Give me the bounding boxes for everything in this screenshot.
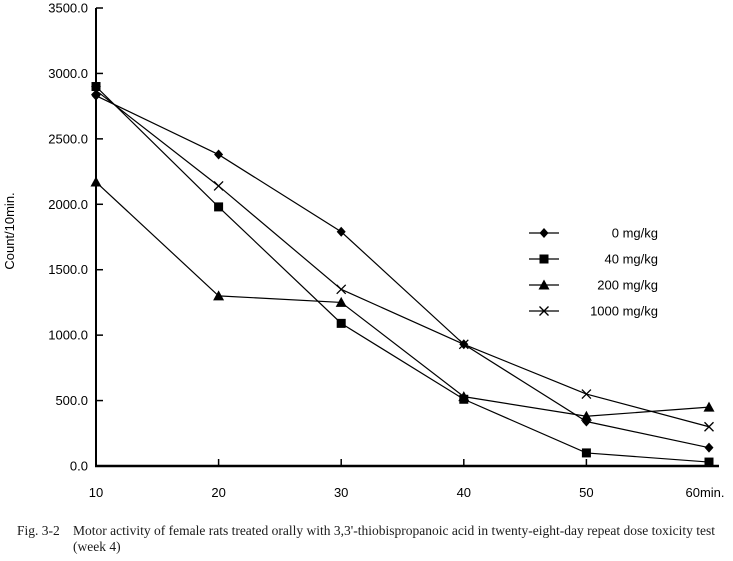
x-tick-label: 10 (89, 485, 103, 500)
x-marker (539, 306, 549, 316)
x-marker (213, 181, 224, 191)
figure-caption: Fig. 3-2 Motor activity of female rats t… (17, 523, 731, 555)
diamond-marker (459, 339, 469, 350)
y-tick-label: 500.0 (55, 393, 88, 408)
legend-label: 200 mg/kg (597, 278, 658, 293)
series-line-200-mg-kg (95, 181, 710, 417)
x-tick-label: 40 (457, 485, 471, 500)
triangle-marker (213, 290, 225, 301)
series-line-40-mg-kg (95, 86, 710, 463)
square-marker (91, 82, 101, 92)
x-marker (581, 389, 592, 399)
square-marker (704, 457, 714, 467)
square-marker (336, 318, 346, 328)
y-tick-label: 0.0 (70, 459, 88, 474)
triangle-marker (580, 410, 592, 421)
series-line-1000-mg-kg (95, 89, 710, 428)
y-tick-label: 3000.0 (48, 66, 88, 81)
y-tick-label: 3500.0 (48, 1, 88, 16)
x-tick-label: 30 (334, 485, 348, 500)
square-marker (214, 202, 224, 212)
diamond-marker (91, 90, 101, 101)
diamond-marker (581, 416, 591, 427)
y-tick-label: 2500.0 (48, 131, 88, 146)
triangle-marker (538, 279, 550, 290)
motor-activity-chart: 0.0 500.0 1000.0 1500.0 2000.0 2500.0 3000.0 35… (2, 1, 725, 501)
diamond-marker (336, 226, 346, 237)
diamond-marker (214, 149, 224, 160)
square-marker (459, 394, 469, 404)
triangle-marker (335, 296, 347, 307)
y-tick-label: 1500.0 (48, 262, 88, 277)
y-axis-title: Count/10min. (2, 192, 17, 269)
square-marker (581, 448, 591, 458)
triangle-marker (90, 176, 102, 187)
legend-label: 40 mg/kg (605, 252, 658, 267)
legend-label: 1000 mg/kg (590, 304, 658, 319)
diamond-marker (704, 442, 714, 453)
x-tick-label: 60min. (685, 485, 724, 500)
x-tick-label: 50 (579, 485, 593, 500)
x-tick-label: 20 (211, 485, 225, 500)
square-marker (539, 254, 549, 264)
legend-label: 0 mg/kg (612, 226, 658, 241)
x-marker (704, 421, 714, 432)
y-tick-label: 2000.0 (48, 197, 88, 212)
figure-caption-text: Motor activity of female rats treated or… (73, 523, 715, 554)
series-line-0-mg-kg (95, 95, 710, 449)
x-marker (336, 284, 347, 295)
figure-number: Fig. 3-2 (17, 523, 60, 538)
diamond-marker (539, 228, 549, 238)
y-tick-label: 1000.0 (48, 328, 88, 343)
triangle-marker (703, 401, 715, 412)
